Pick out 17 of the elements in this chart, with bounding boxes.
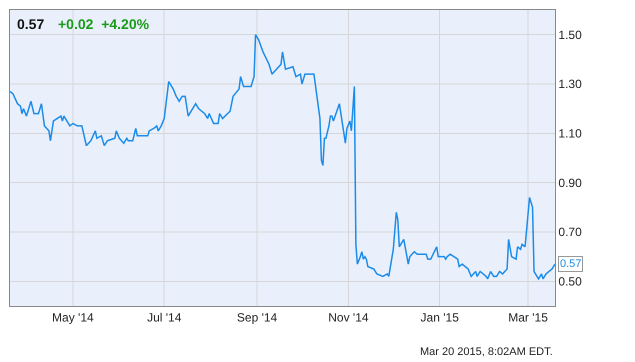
- x-tick-label: Mar '15: [508, 310, 548, 324]
- y-tick-label: 0.70: [558, 225, 582, 240]
- y-tick-label: 1.30: [558, 77, 582, 92]
- y-tick-label: 1.50: [558, 28, 582, 42]
- x-tick-label: Nov '14: [328, 310, 369, 324]
- x-tick-label: May '14: [52, 310, 94, 324]
- annotation: 0.57: [560, 258, 582, 270]
- text: Mar 20 2015, 8:02AM EDT.: [420, 346, 553, 358]
- x-tick-label: Jul '14: [147, 310, 182, 324]
- x-tick-label: Jan '15: [420, 310, 460, 324]
- x-tick-label: Sep '14: [236, 310, 278, 324]
- y-tick-label: 0.90: [558, 176, 582, 190]
- y-tick-label: 0.50: [558, 274, 582, 289]
- chart-title: 0.57: [17, 16, 44, 32]
- line-series: [10, 34, 555, 280]
- chart-subtitle: +0.02 +4.20%: [58, 16, 150, 32]
- y-tick-label: 1.10: [558, 126, 582, 141]
